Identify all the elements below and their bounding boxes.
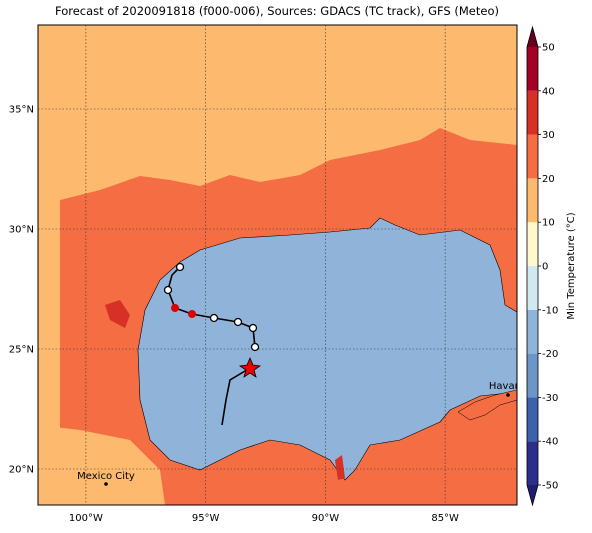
colorbar-tick-label: -10	[542, 305, 558, 316]
city-label: Havana	[489, 381, 527, 392]
map: Mexico City Havana	[38, 25, 527, 505]
colorbar-tick-label: 10	[542, 218, 555, 229]
colorbar-tick-label: -20	[542, 349, 558, 360]
colorbar-band	[527, 178, 538, 223]
city-dot	[506, 393, 510, 397]
storm-symbols	[163, 262, 260, 352]
x-tick-label: 95°W	[192, 513, 220, 524]
colorbar-label: Min Temperature (°C)	[566, 212, 577, 319]
colorbar-tick-label: -30	[542, 393, 558, 404]
y-tick-label: 35°N	[9, 105, 34, 116]
colorbar-tick-label: 0	[542, 262, 548, 273]
current-position	[238, 356, 262, 378]
colorbar-extend	[527, 27, 538, 47]
y-tick-label: 20°N	[9, 465, 34, 476]
colorbar-band	[527, 397, 538, 442]
colorbar-band	[527, 353, 538, 398]
colorbar-band	[527, 266, 538, 310]
warm-patch	[335, 455, 345, 480]
colorbar-band	[527, 90, 538, 135]
colorbar-tick-label: 50	[542, 43, 555, 54]
gulf	[137, 217, 517, 481]
warm-patch	[105, 300, 130, 328]
y-tick-label: 30°N	[9, 225, 34, 236]
colorbar-band	[527, 134, 538, 179]
colorbar-band	[527, 222, 538, 266]
colorbar-tick-label: 40	[542, 86, 555, 97]
x-tick-label: 100°W	[69, 513, 103, 524]
x-tick-label: 85°W	[431, 513, 459, 524]
colorbar-extend	[527, 485, 538, 505]
storm-symbols-red	[171, 304, 196, 318]
colorbar-tick-label: -40	[542, 437, 558, 448]
track	[221, 367, 251, 426]
city-label: Mexico City	[77, 471, 135, 482]
colorbar-band	[527, 47, 538, 91]
city-dot	[104, 482, 108, 486]
chart-title: Forecast of 2020091818 (f000-006), Sourc…	[55, 4, 499, 18]
cuba	[457, 389, 517, 421]
colorbar-band	[527, 441, 538, 485]
x-tick-label: 90°W	[312, 513, 340, 524]
colorbar-band	[527, 309, 538, 354]
colorbar-tick-label: 30	[542, 130, 555, 141]
cool-land	[38, 425, 165, 505]
map-frame	[37, 24, 518, 506]
y-tick-label: 25°N	[9, 345, 34, 356]
cool-land	[38, 25, 517, 505]
colorbar-tick-label: -50	[542, 481, 558, 492]
colorbar-tick-label: 20	[542, 174, 555, 185]
